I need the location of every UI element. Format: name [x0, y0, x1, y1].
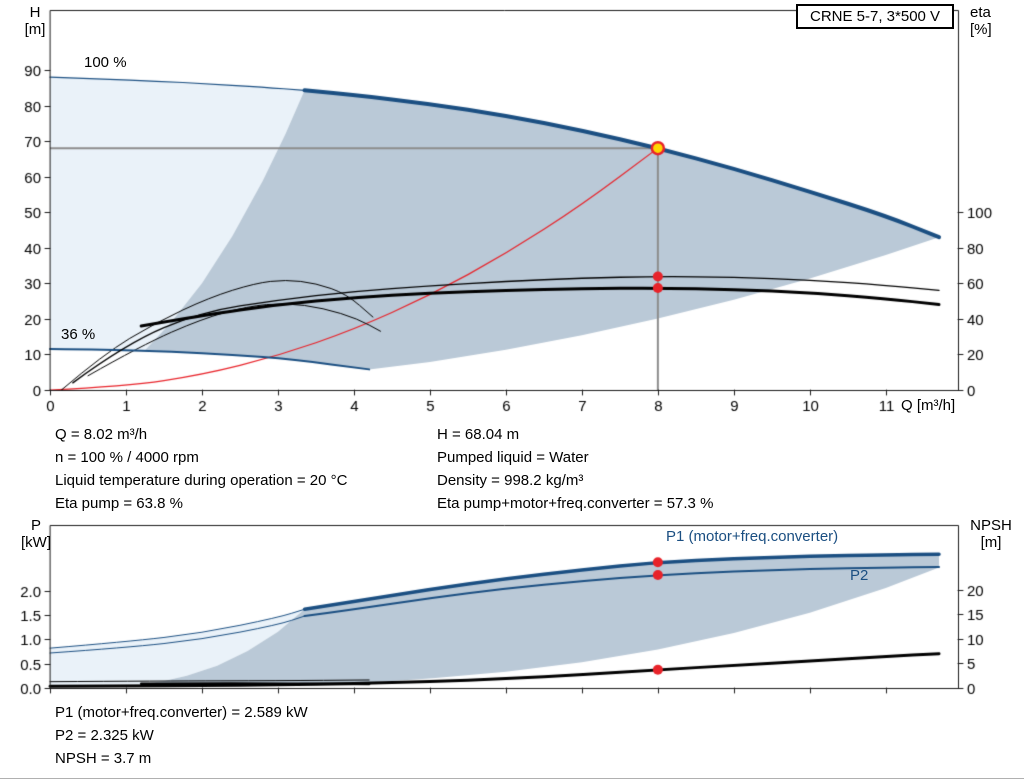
result-pumped-liquid: Pumped liquid = Water — [437, 449, 589, 466]
speed-100-label: 100 % — [84, 54, 127, 71]
result-eta-total: Eta pump+motor+freq.converter = 57.3 % — [437, 495, 714, 512]
result-liquid-temp: Liquid temperature during operation = 20… — [55, 472, 348, 489]
npsh-axis-title: NPSH [m] — [962, 517, 1020, 551]
h-axis-symbol: H — [29, 4, 41, 21]
power-results: P1 (motor+freq.converter) = 2.589 kW P2 … — [55, 701, 308, 770]
p-axis-title: P [kW] — [18, 517, 54, 551]
page-divider — [0, 778, 1024, 779]
h-axis-title: H [m] — [20, 4, 50, 38]
p1-curve-label: P1 (motor+freq.converter) — [666, 528, 839, 545]
power-npsh-chart-canvas — [0, 515, 1024, 700]
speed-36-label: 36 % — [61, 326, 96, 343]
result-p2: P2 = 2.325 kW — [55, 727, 154, 744]
result-eta-pump: Eta pump = 63.8 % — [55, 495, 183, 512]
eta-axis-symbol: eta — [970, 4, 991, 21]
result-flow: Q = 8.02 m³/h — [55, 426, 148, 443]
result-p1: P1 (motor+freq.converter) = 2.589 kW — [55, 704, 308, 721]
p-axis-unit: [kW] — [21, 534, 51, 551]
npsh-axis-symbol: NPSH — [970, 517, 1012, 534]
result-speed: n = 100 % / 4000 rpm — [55, 449, 199, 466]
p2-curve-label: P2 — [850, 567, 869, 584]
result-npsh: NPSH = 3.7 m — [55, 750, 152, 767]
duty-results-left: Q = 8.02 m³/h n = 100 % / 4000 rpm Liqui… — [55, 423, 347, 515]
npsh-axis-unit: [m] — [980, 534, 1002, 551]
eta-axis-title: eta [%] — [970, 4, 992, 38]
eta-axis-unit: [%] — [970, 21, 992, 38]
result-density: Density = 998.2 kg/m³ — [437, 472, 584, 489]
h-axis-unit: [m] — [24, 21, 46, 38]
q-axis-title: Q [m³/h] — [901, 397, 956, 414]
hq-performance-chart-canvas — [0, 0, 1024, 420]
pump-type-box: CRNE 5-7, 3*500 V — [796, 4, 955, 29]
p-axis-symbol: P — [30, 517, 41, 534]
duty-results-right: H = 68.04 m Pumped liquid = Water Densit… — [437, 423, 713, 515]
result-head: H = 68.04 m — [437, 426, 520, 443]
